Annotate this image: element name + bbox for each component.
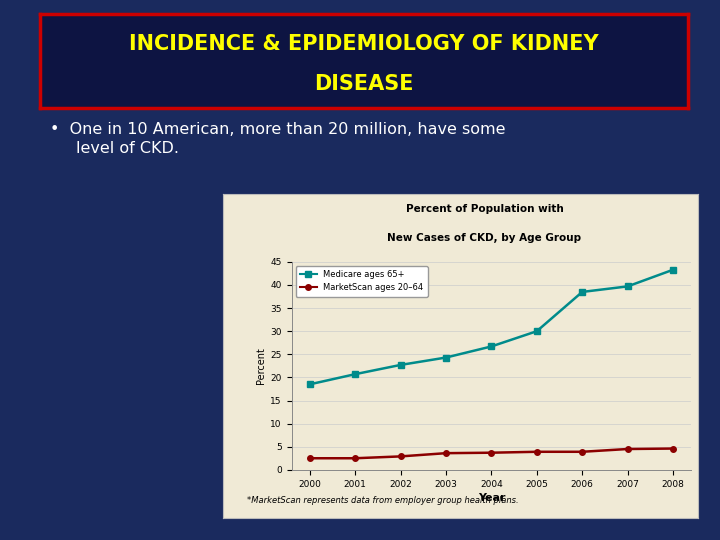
- Text: *MarketScan represents data from employer group health plans.: *MarketScan represents data from employe…: [247, 496, 518, 505]
- Text: •  One in 10 American, more than 20 million, have some: • One in 10 American, more than 20 milli…: [50, 122, 506, 137]
- Y-axis label: Percent: Percent: [256, 347, 266, 384]
- Text: DISEASE: DISEASE: [314, 75, 413, 94]
- Text: Percent of Population with: Percent of Population with: [405, 204, 564, 214]
- Text: New Cases of CKD, by Age Group: New Cases of CKD, by Age Group: [387, 233, 582, 244]
- Text: level of CKD.: level of CKD.: [76, 141, 179, 157]
- Legend: Medicare ages 65+, MarketScan ages 20–64: Medicare ages 65+, MarketScan ages 20–64: [296, 266, 428, 296]
- Text: INCIDENCE & EPIDEMIOLOGY OF KIDNEY: INCIDENCE & EPIDEMIOLOGY OF KIDNEY: [129, 33, 598, 54]
- X-axis label: Year: Year: [477, 492, 505, 503]
